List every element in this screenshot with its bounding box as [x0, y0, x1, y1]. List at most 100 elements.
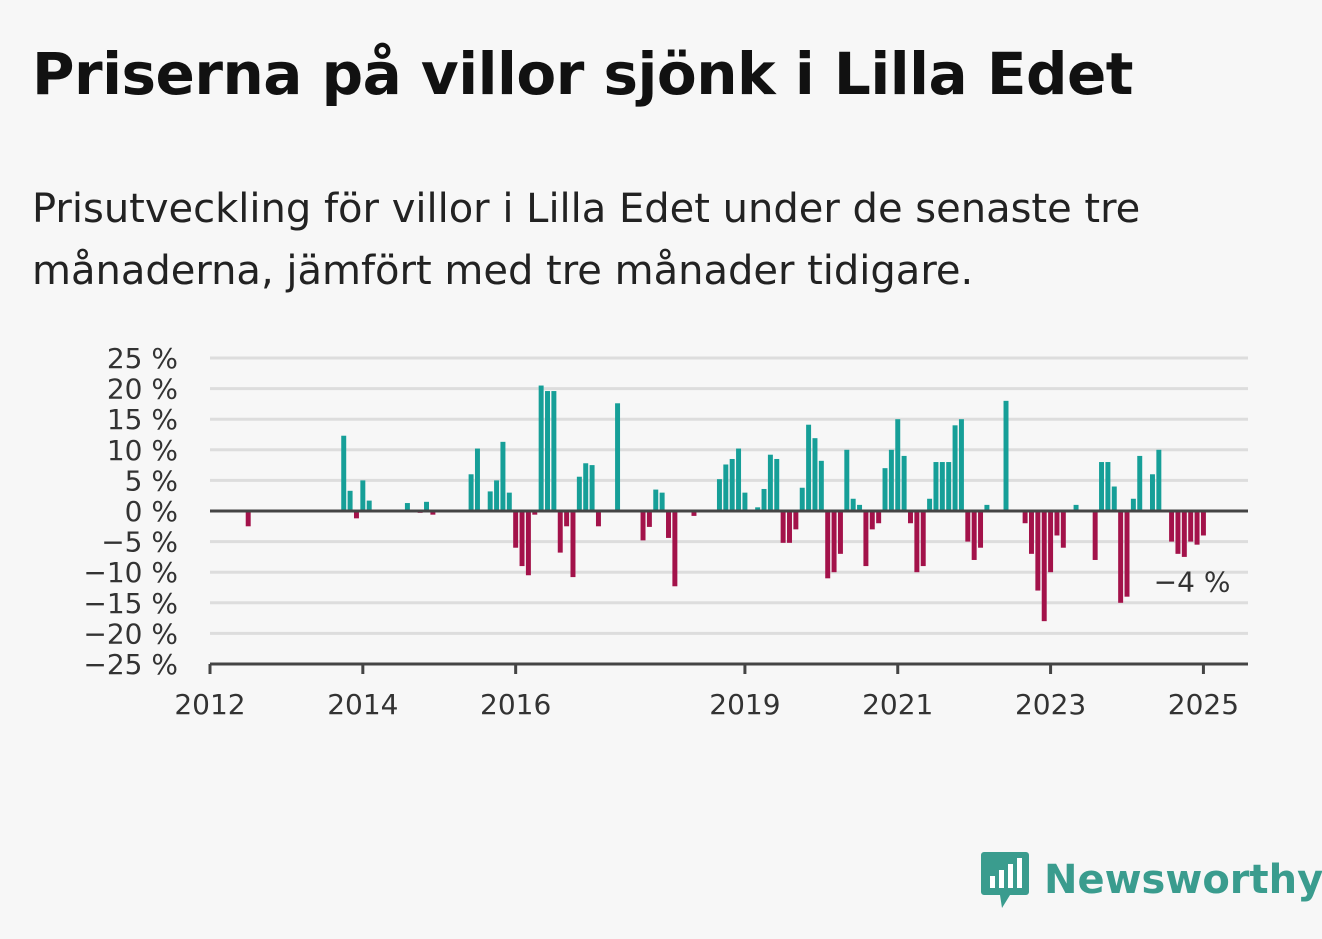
x-tick-label: 2016 — [480, 688, 551, 721]
bar — [1118, 511, 1124, 603]
bar — [716, 479, 722, 511]
bar — [863, 511, 869, 567]
bar — [672, 511, 678, 587]
bar — [1073, 504, 1079, 511]
y-tick-label: 20 % — [107, 373, 178, 406]
bar — [952, 425, 958, 511]
bar — [1099, 462, 1105, 511]
bar — [920, 511, 926, 567]
bar — [1105, 462, 1111, 511]
x-tick-label: 2014 — [327, 688, 398, 721]
x-tick-label: 2021 — [862, 688, 933, 721]
bar-chart: 25 %20 %15 %10 %5 %0 %−5 %−10 %−15 %−20 … — [83, 342, 1248, 721]
bar — [1124, 511, 1130, 597]
bar — [793, 511, 799, 530]
bar — [659, 492, 665, 511]
bar — [787, 511, 792, 543]
bar — [1181, 511, 1187, 557]
bar — [557, 511, 563, 553]
bar — [653, 489, 659, 511]
bar — [984, 504, 990, 511]
bar — [978, 511, 984, 548]
x-tick-label: 2023 — [1015, 688, 1086, 721]
bar — [615, 403, 621, 511]
newsworthy-logo: Newsworthy — [980, 850, 1322, 910]
bar — [666, 511, 671, 538]
bar — [729, 458, 735, 511]
bar — [723, 464, 729, 511]
bar — [844, 449, 850, 511]
bar — [1022, 511, 1028, 524]
bar — [742, 492, 748, 511]
bar — [958, 419, 964, 511]
bar — [1137, 455, 1143, 511]
bar — [1149, 474, 1155, 511]
bar — [468, 474, 474, 511]
y-tick-label: 10 % — [107, 434, 178, 467]
bar — [767, 454, 773, 511]
bar — [806, 424, 812, 511]
bar — [939, 462, 945, 511]
bar — [513, 511, 519, 548]
newsworthy-logo-icon — [981, 852, 1029, 908]
x-tick-label: 2019 — [709, 688, 780, 721]
axes — [208, 509, 1248, 674]
bar — [519, 511, 525, 567]
last-value-annotation: −4 % — [1154, 565, 1231, 598]
bars — [245, 385, 1206, 622]
y-tick-label: 25 % — [107, 342, 178, 375]
chart-subtitle: Prisutveckling för villor i Lilla Edet u… — [32, 186, 1141, 294]
bar — [1156, 449, 1162, 511]
brand-name: Newsworthy — [1044, 857, 1322, 903]
bar — [404, 503, 410, 511]
bar — [424, 501, 429, 511]
y-tick-label: 5 % — [125, 464, 178, 497]
bar — [525, 511, 531, 576]
bar — [583, 463, 589, 511]
bar — [570, 511, 576, 578]
gridlines — [210, 356, 1248, 635]
bar — [971, 511, 977, 560]
bar — [1041, 511, 1047, 622]
bar — [946, 462, 952, 511]
bar — [360, 480, 366, 511]
bar — [551, 391, 557, 511]
y-tick-label: −10 % — [83, 556, 178, 589]
y-axis-labels: 25 %20 %15 %10 %5 %0 %−5 %−10 %−15 %−20 … — [83, 342, 178, 681]
bar — [347, 490, 353, 511]
bar — [366, 500, 372, 511]
bar — [780, 511, 786, 543]
bar — [564, 511, 570, 527]
bar — [761, 488, 767, 511]
bar — [1092, 511, 1098, 560]
bar — [245, 511, 251, 527]
bar — [487, 491, 493, 511]
bar — [901, 455, 907, 511]
bar — [799, 487, 805, 511]
bar — [430, 511, 436, 515]
x-tick-label: 2012 — [174, 688, 245, 721]
bar — [933, 462, 939, 511]
y-tick-label: −15 % — [83, 587, 178, 620]
bar — [646, 511, 652, 527]
x-tick-label: 2025 — [1168, 688, 1239, 721]
y-tick-label: −20 % — [83, 617, 178, 650]
bar — [825, 511, 831, 579]
bar — [965, 511, 971, 542]
y-tick-label: 0 % — [125, 495, 178, 528]
bar — [545, 391, 550, 511]
bar — [857, 504, 863, 511]
bar — [895, 419, 901, 511]
bar — [1175, 511, 1181, 554]
bar — [818, 460, 824, 511]
bar — [1130, 498, 1136, 511]
bar — [1188, 511, 1194, 542]
x-axis-labels: 2012 2014 2016 2019 2021 2023 2025 — [174, 688, 1239, 721]
bar — [341, 435, 347, 511]
bar — [914, 511, 920, 573]
bar — [850, 498, 856, 511]
bar — [1054, 511, 1060, 536]
bar — [474, 448, 480, 511]
bar — [353, 511, 359, 519]
bar — [1169, 511, 1175, 542]
